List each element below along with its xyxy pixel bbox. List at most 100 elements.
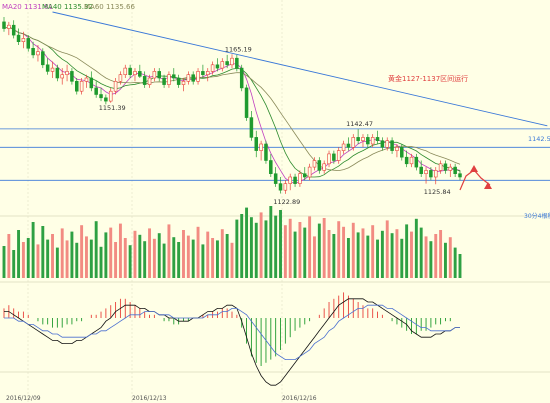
candle-body xyxy=(50,67,55,72)
candle-body xyxy=(104,97,108,102)
volume-bar xyxy=(128,245,132,278)
volume-bar xyxy=(303,227,307,278)
date-tick: 2016/12/16 xyxy=(282,395,317,402)
volume-bar xyxy=(31,222,35,278)
date-tick: 2016/12/13 xyxy=(132,395,167,402)
candle-body xyxy=(7,24,11,29)
candle-body xyxy=(419,166,423,175)
candle-body xyxy=(429,170,433,178)
candle-body xyxy=(346,143,351,148)
volume-bar xyxy=(419,227,423,278)
candle-body xyxy=(176,77,181,85)
candle-body xyxy=(438,163,443,171)
forecast-arrow-head-up xyxy=(470,165,478,172)
candle-body xyxy=(79,81,84,92)
candle-body xyxy=(254,137,259,151)
volume-bar xyxy=(376,239,379,278)
candle-body xyxy=(239,67,244,89)
candle-body xyxy=(84,77,89,82)
volume-bar xyxy=(439,230,443,278)
volume-bar xyxy=(269,206,273,278)
candle-body xyxy=(269,160,273,174)
candle-body xyxy=(55,67,60,79)
volume-bar xyxy=(123,238,127,278)
volume-bar xyxy=(313,236,316,278)
volume-bar xyxy=(298,222,302,278)
candle-body xyxy=(366,137,370,145)
candle-body xyxy=(303,173,307,178)
candle-body xyxy=(2,21,6,29)
candle-body xyxy=(312,160,317,168)
volume-bar xyxy=(162,243,166,278)
volume-bar xyxy=(220,229,224,278)
trend-line xyxy=(52,11,548,127)
volume-bar xyxy=(225,234,229,278)
macd-series xyxy=(3,292,460,386)
candle-body xyxy=(201,71,205,76)
volume-bar xyxy=(380,230,384,278)
volume-bar xyxy=(429,241,433,278)
volume-bar xyxy=(65,240,69,278)
volume-bar xyxy=(453,247,457,278)
candle-body xyxy=(244,87,249,118)
candle-body xyxy=(370,137,375,145)
volume-bar xyxy=(51,234,54,278)
candle-body xyxy=(448,166,453,171)
legend-ma60: MA60 1135.66 xyxy=(84,3,135,11)
candle-body xyxy=(380,140,385,148)
volume-bar xyxy=(249,217,253,278)
volume-bar xyxy=(75,242,79,278)
volume-bar xyxy=(288,218,292,278)
volume-bar xyxy=(254,222,258,278)
volume-bar xyxy=(109,227,113,278)
candle-body xyxy=(375,137,380,141)
volume-bar xyxy=(41,226,45,278)
range-note: 黄金1127-1137区间运行 xyxy=(388,74,468,83)
volume-bar xyxy=(448,237,452,278)
volume-bar xyxy=(434,234,438,278)
volume-bar xyxy=(196,226,200,278)
volume-bar xyxy=(99,246,103,278)
candle-body xyxy=(128,67,132,75)
volume-bar xyxy=(104,232,108,278)
candle-body xyxy=(225,61,229,66)
volume-bar xyxy=(46,239,50,278)
volume-bar xyxy=(230,242,234,278)
candle-body xyxy=(94,87,98,95)
candle-body xyxy=(453,166,457,175)
volume-bar xyxy=(21,242,25,278)
candle-body xyxy=(41,51,45,66)
candle-body xyxy=(298,173,302,184)
volume-bar xyxy=(351,222,355,278)
price-label: 1142.47 xyxy=(346,120,373,128)
volume-bar xyxy=(308,216,312,278)
volume-bar xyxy=(26,238,30,278)
volume-bar xyxy=(395,229,399,278)
candle-body xyxy=(220,61,225,69)
price-labels: 1165.19 1151.39 1142.47 1122.89 1125.84 xyxy=(99,45,451,206)
volume-bar xyxy=(211,238,215,278)
candle-body xyxy=(356,137,360,141)
candle-body xyxy=(404,156,409,165)
candle-body xyxy=(278,183,283,191)
candle-body xyxy=(288,176,292,184)
candle-body xyxy=(26,38,31,49)
candle-body xyxy=(390,140,394,151)
volume-bar xyxy=(12,250,16,278)
volume-bar xyxy=(279,210,282,278)
volume-bar xyxy=(89,239,93,278)
candle-body xyxy=(351,137,356,148)
candle-body xyxy=(118,74,123,82)
candle-body xyxy=(230,57,234,66)
candle-body xyxy=(307,166,312,178)
volume-bar xyxy=(70,231,74,278)
volume-bar xyxy=(235,219,239,278)
candle-body xyxy=(409,156,414,165)
volume-bar xyxy=(55,247,59,278)
candle-body xyxy=(108,90,113,102)
candle-body xyxy=(249,117,254,138)
volume-bar xyxy=(443,242,447,278)
candle-body xyxy=(205,71,210,76)
